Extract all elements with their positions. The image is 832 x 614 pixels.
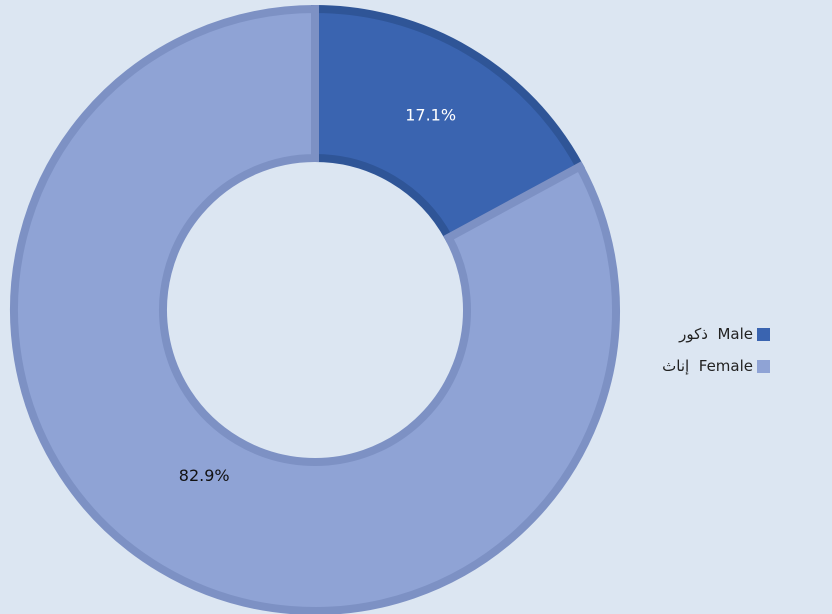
legend-swatch — [757, 327, 770, 341]
donut-segment — [10, 4, 620, 614]
legend-item: إناث Female — [600, 350, 770, 382]
legend-label: إناث Female — [662, 357, 753, 375]
legend-label: ذكور Male — [679, 325, 753, 343]
legend-item: ذكور Male — [600, 318, 770, 350]
legend: ذكور Male إناث Female — [650, 318, 770, 382]
data-label: 17.1% — [405, 105, 456, 124]
legend-swatch — [757, 359, 770, 373]
data-label: 82.9% — [179, 466, 230, 485]
donut-segment — [311, 4, 586, 244]
